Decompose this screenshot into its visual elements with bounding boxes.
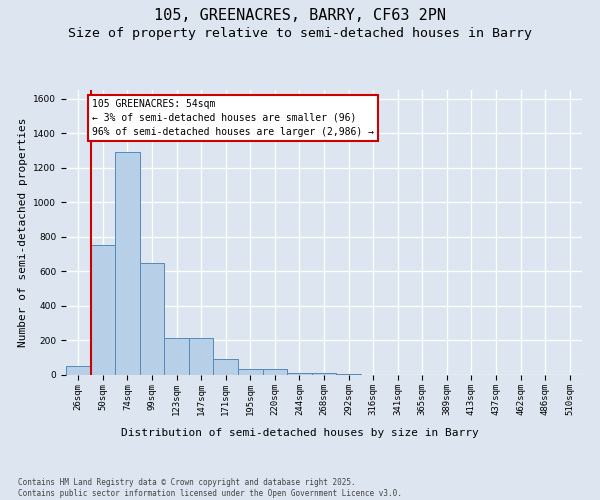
- Bar: [263, 369, 287, 375]
- Bar: [140, 262, 164, 375]
- Bar: [214, 360, 238, 375]
- Text: Distribution of semi-detached houses by size in Barry: Distribution of semi-detached houses by …: [121, 428, 479, 438]
- Text: Size of property relative to semi-detached houses in Barry: Size of property relative to semi-detach…: [68, 28, 532, 40]
- Text: 105, GREENACRES, BARRY, CF63 2PN: 105, GREENACRES, BARRY, CF63 2PN: [154, 8, 446, 22]
- Bar: [312, 373, 336, 375]
- Bar: [336, 374, 361, 375]
- Text: Contains HM Land Registry data © Crown copyright and database right 2025.
Contai: Contains HM Land Registry data © Crown c…: [18, 478, 402, 498]
- Bar: [287, 373, 312, 375]
- Bar: [66, 366, 91, 375]
- Y-axis label: Number of semi-detached properties: Number of semi-detached properties: [18, 118, 28, 347]
- Bar: [189, 338, 214, 375]
- Bar: [164, 338, 189, 375]
- Bar: [238, 369, 263, 375]
- Bar: [115, 152, 140, 375]
- Text: 105 GREENACRES: 54sqm
← 3% of semi-detached houses are smaller (96)
96% of semi-: 105 GREENACRES: 54sqm ← 3% of semi-detac…: [92, 98, 374, 136]
- Bar: [91, 246, 115, 375]
